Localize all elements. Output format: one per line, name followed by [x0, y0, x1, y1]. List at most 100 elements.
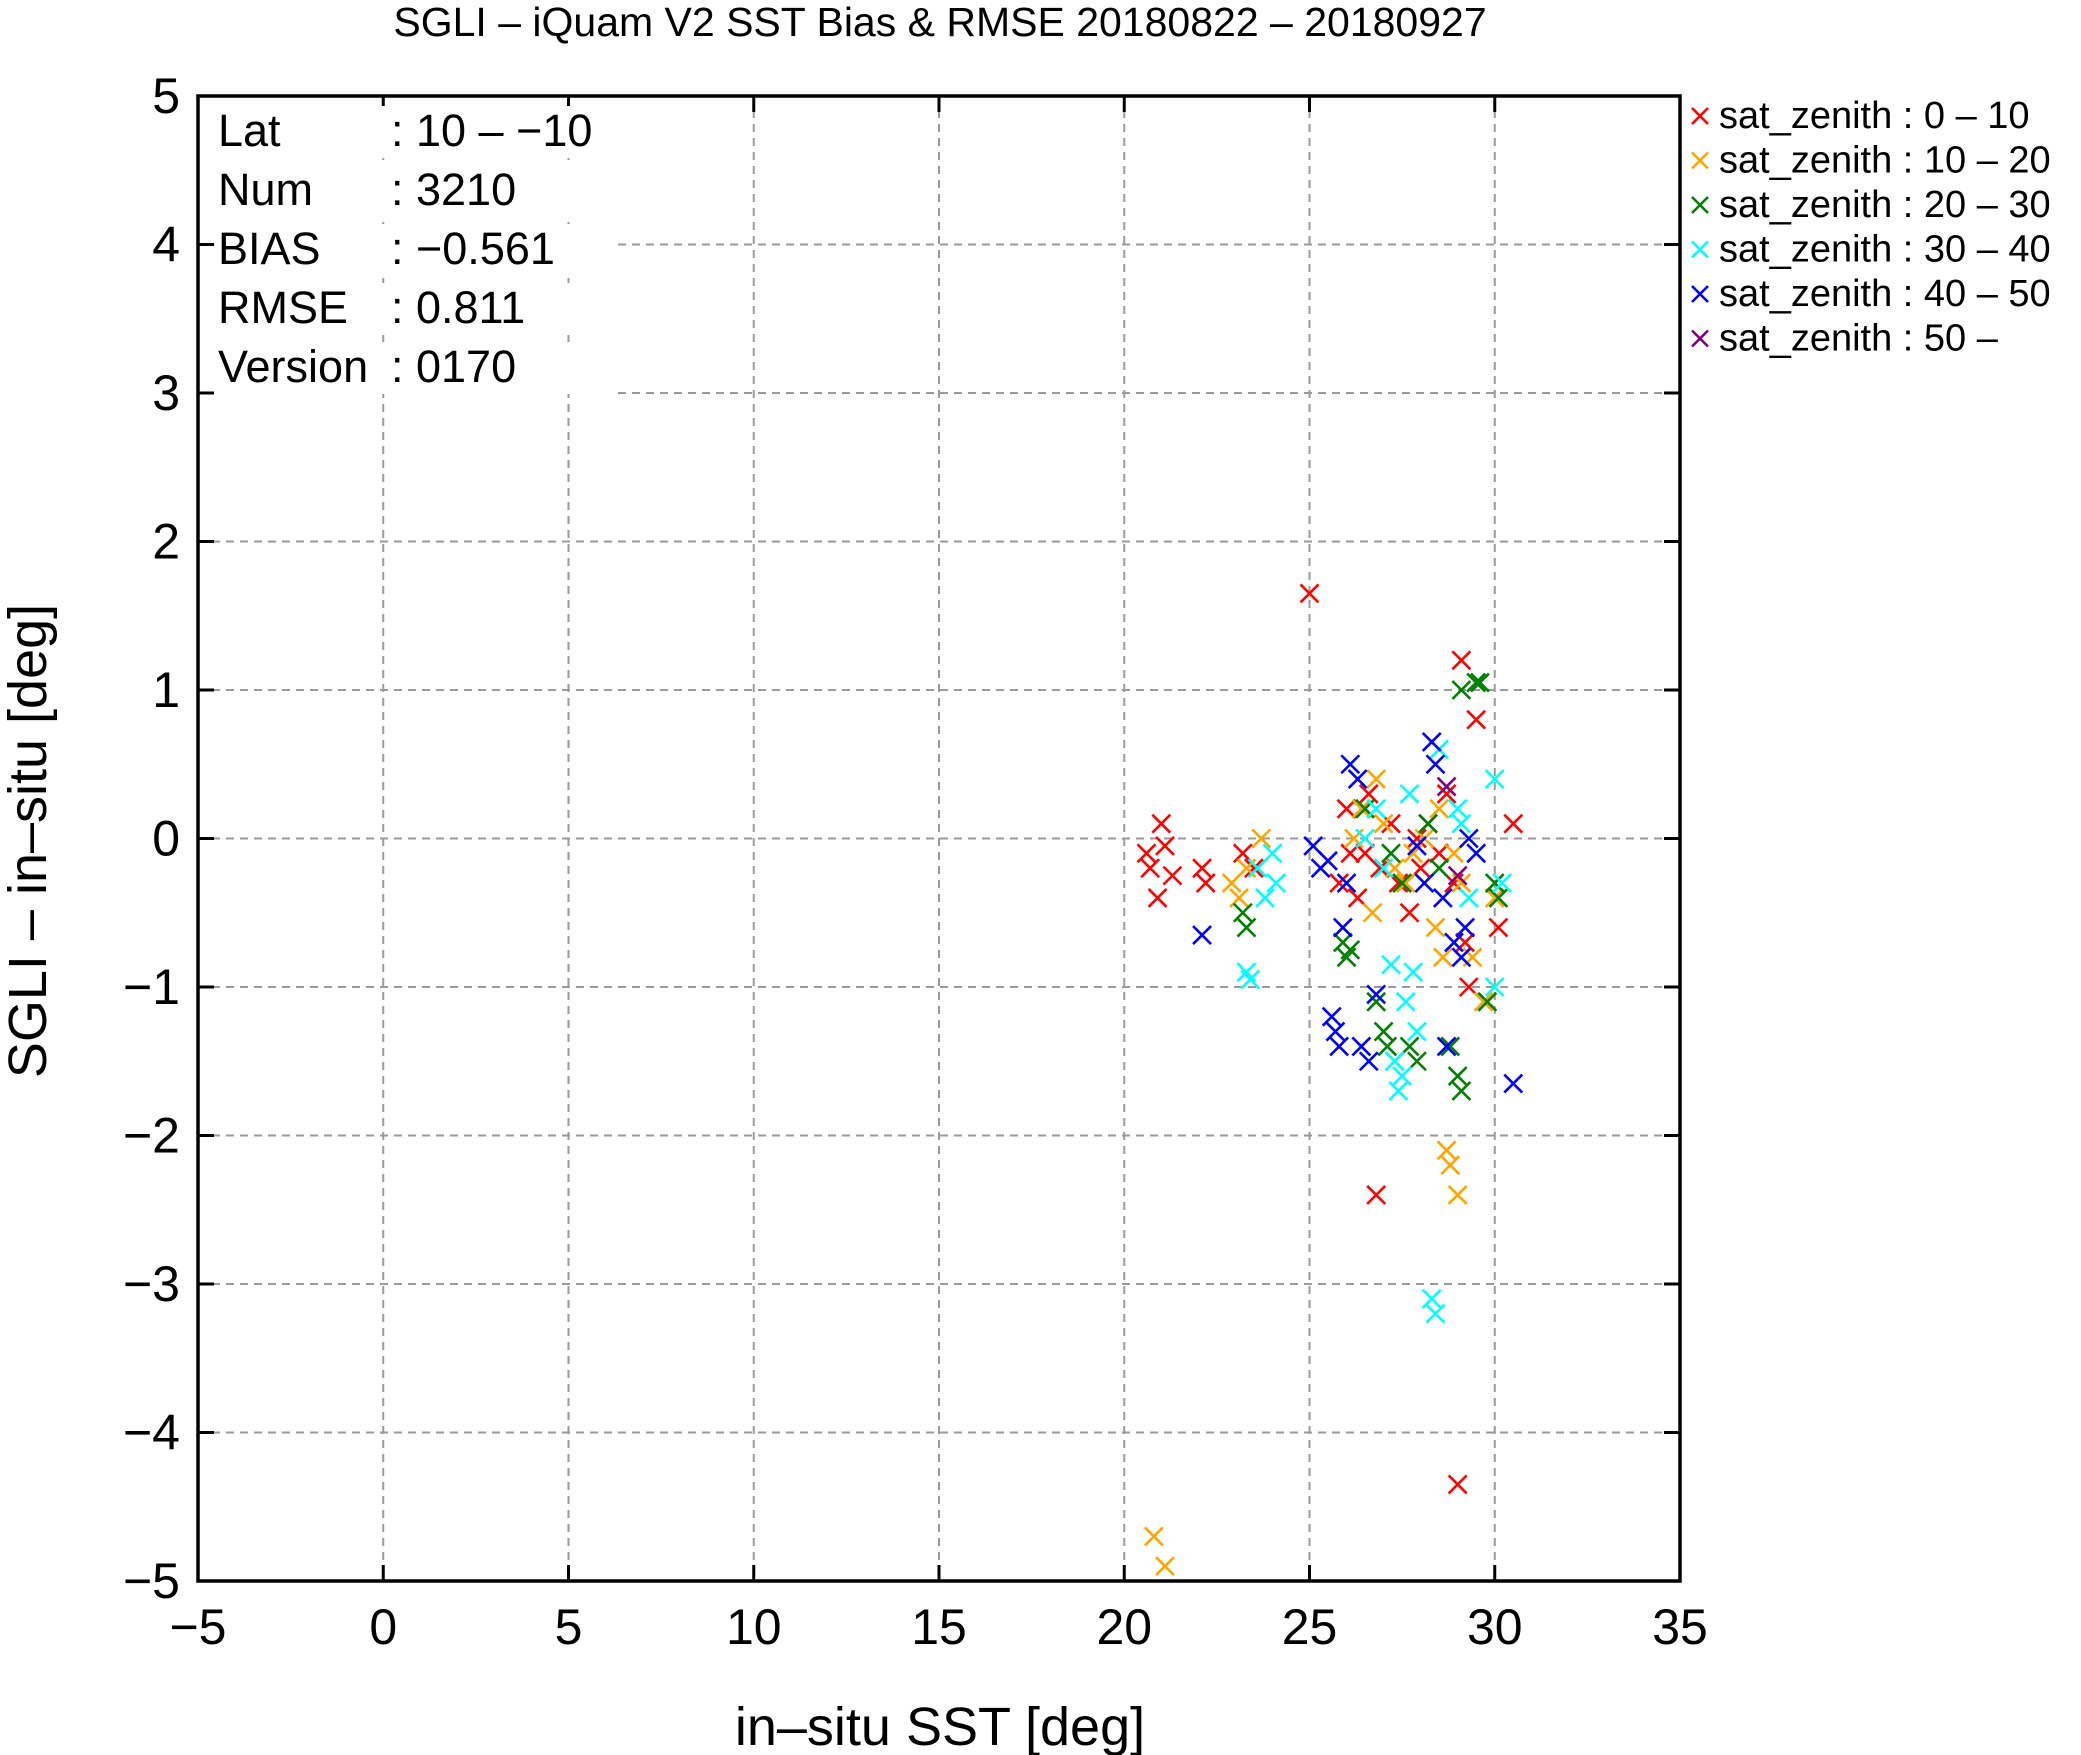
data-point [1418, 813, 1438, 834]
data-point [1143, 1526, 1164, 1547]
stat-background [214, 165, 614, 217]
data-point [1355, 828, 1375, 849]
data-point [1195, 873, 1216, 893]
y-tick-label: 5 [152, 68, 180, 124]
data-point [1458, 887, 1479, 908]
x-tick-label: 20 [1096, 1599, 1152, 1655]
data-point [1373, 1021, 1394, 1042]
data-point [1358, 784, 1379, 804]
stat-value: : 3210 [391, 164, 516, 215]
data-point [1484, 873, 1505, 893]
series-group [1136, 583, 1524, 1495]
data-point [1488, 887, 1509, 908]
data-point [1484, 977, 1505, 997]
data-point [1232, 902, 1253, 923]
data-point [1377, 1036, 1398, 1057]
data-point [1351, 1036, 1372, 1057]
data-point [1425, 917, 1446, 938]
x-tick-label: 35 [1652, 1599, 1708, 1655]
data-point [1473, 991, 1494, 1012]
data-point [1340, 754, 1361, 775]
y-axis-label: SGLI – in–situ [deg] [0, 604, 58, 1078]
y-tick-label: 1 [152, 662, 180, 718]
grid-lines [198, 96, 1680, 1581]
data-point [1192, 858, 1212, 879]
stat-key: Version [218, 341, 368, 392]
series-group [1436, 776, 1468, 886]
data-point [1451, 947, 1472, 968]
data-point [1503, 1073, 1524, 1094]
legend-marker [1691, 196, 1709, 214]
data-point [1392, 873, 1413, 893]
data-point [1436, 776, 1457, 797]
legend-label: sat_zenith : 0 – 10 [1719, 95, 2030, 137]
y-tick-label: −2 [123, 1108, 180, 1164]
data-point [1447, 798, 1468, 819]
data-point [1236, 917, 1257, 938]
data-point [1466, 709, 1487, 730]
data-point [1362, 902, 1383, 923]
data-point [1240, 969, 1261, 990]
data-point [1244, 858, 1264, 879]
data-point [1421, 1288, 1442, 1309]
data-point [1407, 828, 1427, 849]
y-tick-label: −1 [123, 959, 180, 1015]
legend-label: sat_zenith : 10 – 20 [1719, 140, 2051, 182]
data-point [1455, 917, 1476, 938]
stat-background [214, 283, 614, 335]
data-point [1266, 873, 1287, 893]
data-point [1392, 1066, 1413, 1087]
legend-marker [1691, 151, 1709, 170]
stats-box: Lat: 10 – −10 Num: 3210 BIAS: −0.561 RMSE: … [214, 105, 614, 394]
data-point [1336, 873, 1357, 893]
stat-background [214, 106, 614, 158]
x-tick-label: 5 [555, 1599, 583, 1655]
data-point [1458, 828, 1479, 849]
data-point [1347, 769, 1368, 790]
data-point [1366, 1184, 1387, 1205]
data-point [1329, 1036, 1350, 1057]
data-point [1395, 873, 1416, 893]
data-point [1399, 784, 1420, 804]
data-point [1155, 1556, 1175, 1577]
y-tick-label: −5 [123, 1553, 180, 1609]
stat-value: : 0.811 [391, 282, 525, 333]
data-point [1162, 865, 1183, 886]
legend-marker [1691, 329, 1709, 348]
data-point [1332, 917, 1353, 938]
data-point [1399, 902, 1420, 923]
data-point [1440, 1036, 1461, 1057]
data-point [1151, 813, 1172, 834]
data-point [1425, 754, 1446, 775]
data-point [1503, 813, 1524, 834]
data-point [1436, 1036, 1457, 1057]
data-point [1262, 843, 1283, 864]
data-point [1432, 887, 1453, 908]
data-point [1451, 680, 1472, 700]
data-point [1373, 858, 1394, 879]
stat-value: : −0.561 [391, 223, 555, 274]
x-tick-label: 25 [1282, 1599, 1338, 1655]
data-point [1447, 865, 1468, 886]
data-point [1440, 1155, 1461, 1176]
data-point [1147, 887, 1168, 908]
x-tick-label: 10 [726, 1599, 782, 1655]
x-tick-label: 15 [911, 1599, 967, 1655]
data-point [1447, 1474, 1468, 1495]
data-point [1255, 887, 1275, 908]
legend-marker [1691, 240, 1709, 259]
data-point [1329, 873, 1350, 893]
series-group [1192, 732, 1524, 1094]
data-point [1403, 962, 1424, 983]
data-point [1381, 954, 1401, 975]
data-point [1366, 769, 1387, 790]
data-point [1466, 843, 1487, 864]
data-point [1492, 873, 1513, 893]
data-point [1488, 917, 1509, 938]
data-point [1395, 991, 1416, 1012]
data-point [1451, 1081, 1472, 1101]
data-point [1421, 732, 1442, 752]
data-point [1358, 1051, 1379, 1072]
